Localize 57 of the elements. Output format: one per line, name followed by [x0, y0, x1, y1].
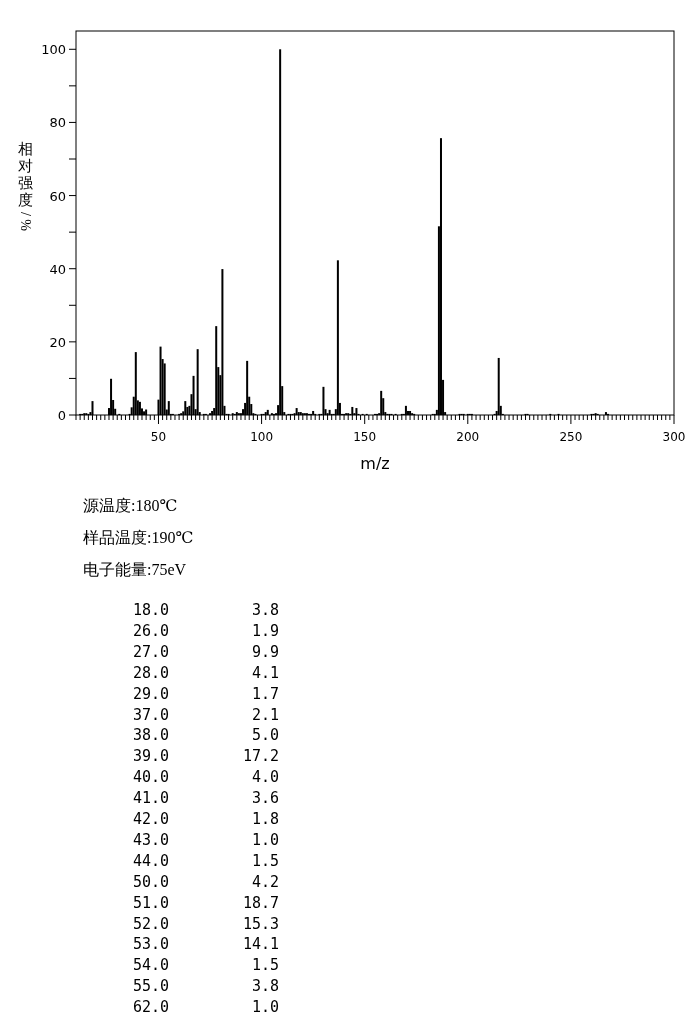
text: 39.0	[132, 747, 169, 766]
x-tick-label: 50	[150, 430, 167, 444]
text: 52.0	[132, 914, 169, 933]
text: 样品温度:190℃	[83, 529, 194, 546]
text: 5.0	[251, 726, 279, 745]
text: 62.0	[132, 998, 169, 1017]
text: 14.1	[242, 935, 279, 954]
x-tick-label: 100	[250, 430, 274, 444]
text: 17.2	[242, 747, 279, 766]
text: 55.0	[132, 977, 169, 996]
text: 3.8	[251, 601, 279, 619]
text: 40.0	[132, 768, 169, 787]
text: 26.0	[132, 621, 169, 640]
x-axis-title: m/z	[360, 454, 390, 473]
text: 50.0	[132, 872, 169, 891]
y-tick-label: 20	[49, 334, 66, 350]
text: 54.0	[132, 956, 169, 975]
x-tick-label: 150	[353, 430, 377, 444]
text: 44.0	[132, 851, 169, 870]
text: 18.7	[242, 893, 279, 912]
text: 15.3	[242, 914, 279, 933]
y-tick-label: 100	[41, 42, 66, 58]
text: 1.5	[251, 956, 279, 975]
text: 4.2	[251, 872, 279, 891]
text: 43.0	[132, 830, 169, 849]
text: 1.0	[251, 830, 279, 849]
text: 9.9	[251, 642, 279, 661]
text: 4.0	[251, 768, 279, 787]
y-tick-label: 80	[49, 115, 66, 131]
x-tick-label: 200	[456, 430, 480, 444]
text: 37.0	[132, 705, 169, 724]
text: 4.1	[251, 663, 279, 682]
text: 1.5	[251, 851, 279, 870]
text: 18.0	[132, 601, 169, 619]
text: 1.9	[251, 621, 279, 640]
text: 42.0	[132, 810, 169, 828]
text: 28.0	[132, 663, 169, 682]
text: 源温度:180℃	[83, 497, 178, 514]
text: 2.1	[251, 705, 279, 724]
text: 3.8	[251, 977, 279, 996]
text: 3.6	[251, 789, 279, 808]
y-axis-title: 相对强度/%	[17, 141, 33, 232]
text: 41.0	[132, 789, 169, 808]
text: 51.0	[132, 893, 169, 912]
text: 29.0	[132, 684, 169, 703]
text: 27.0	[132, 642, 169, 661]
y-tick-label: 0	[57, 408, 66, 423]
text: 电子能量:75eV	[83, 561, 187, 578]
text: 1.0	[251, 998, 279, 1017]
y-tick-label: 60	[49, 188, 66, 204]
text: 1.8	[251, 810, 279, 828]
text: 53.0	[132, 935, 169, 954]
x-tick-label: 300	[662, 430, 686, 444]
text: 1.7	[251, 684, 279, 703]
text: 38.0	[132, 726, 169, 745]
y-tick-label: 40	[49, 261, 66, 277]
x-tick-label: 250	[559, 430, 583, 444]
